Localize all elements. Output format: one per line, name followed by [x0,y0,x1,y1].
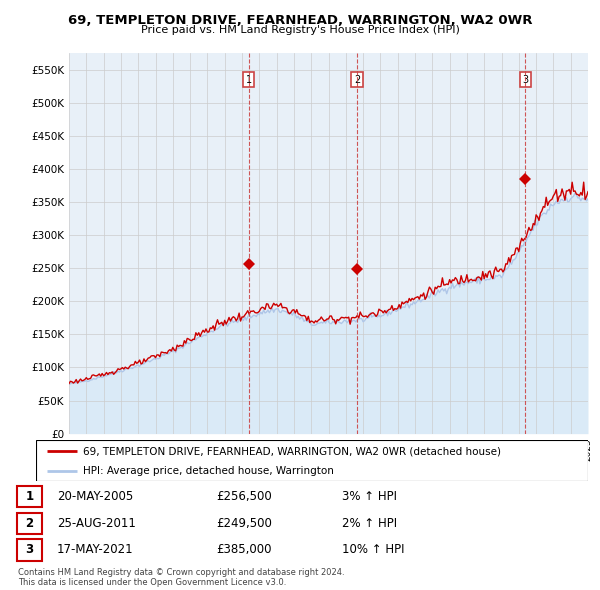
Text: Price paid vs. HM Land Registry's House Price Index (HPI): Price paid vs. HM Land Registry's House … [140,25,460,35]
Text: 20-MAY-2005: 20-MAY-2005 [57,490,133,503]
Text: 25-AUG-2011: 25-AUG-2011 [57,517,136,530]
Text: 69, TEMPLETON DRIVE, FEARNHEAD, WARRINGTON, WA2 0WR: 69, TEMPLETON DRIVE, FEARNHEAD, WARRINGT… [68,14,532,27]
Text: £249,500: £249,500 [216,517,272,530]
Text: 3: 3 [523,75,529,85]
Text: 17-MAY-2021: 17-MAY-2021 [57,543,134,556]
Text: 1: 1 [245,75,251,85]
Text: 2: 2 [25,517,34,530]
Text: 69, TEMPLETON DRIVE, FEARNHEAD, WARRINGTON, WA2 0WR (detached house): 69, TEMPLETON DRIVE, FEARNHEAD, WARRINGT… [83,446,501,456]
Text: 3% ↑ HPI: 3% ↑ HPI [342,490,397,503]
Text: 2% ↑ HPI: 2% ↑ HPI [342,517,397,530]
Text: 10% ↑ HPI: 10% ↑ HPI [342,543,404,556]
Text: Contains HM Land Registry data © Crown copyright and database right 2024.
This d: Contains HM Land Registry data © Crown c… [18,568,344,587]
Text: 2: 2 [354,75,360,85]
Text: 1: 1 [25,490,34,503]
Text: HPI: Average price, detached house, Warrington: HPI: Average price, detached house, Warr… [83,466,334,476]
Text: 3: 3 [25,543,34,556]
Text: £385,000: £385,000 [216,543,271,556]
Text: £256,500: £256,500 [216,490,272,503]
